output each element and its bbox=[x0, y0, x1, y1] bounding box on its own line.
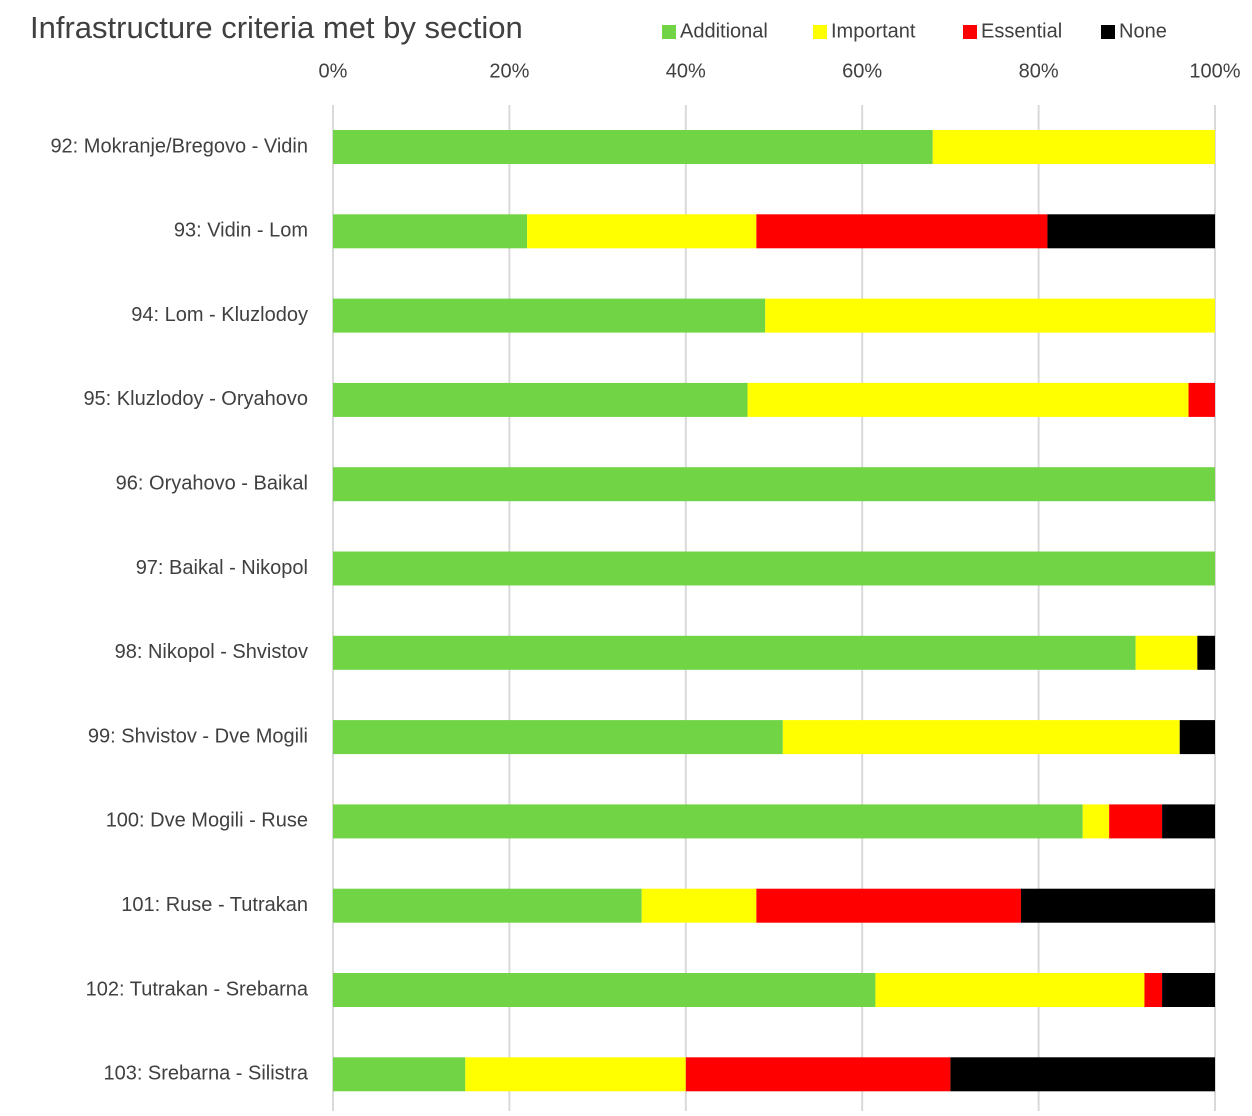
y-tick-label: 96: Oryahovo - Baikal bbox=[116, 472, 308, 494]
x-tick-label: 80% bbox=[1019, 60, 1059, 82]
y-tick-label: 103: Srebarna - Silistra bbox=[103, 1063, 308, 1085]
bar-segment bbox=[333, 130, 933, 164]
bar-segment bbox=[1047, 214, 1215, 249]
bar-segment bbox=[747, 382, 1189, 417]
bar-segment bbox=[756, 214, 1048, 249]
legend-swatch bbox=[813, 25, 827, 39]
bar-segment bbox=[333, 888, 642, 923]
bar-segment bbox=[1109, 804, 1163, 839]
bar-segment bbox=[465, 1057, 686, 1092]
bar-segment bbox=[756, 888, 1021, 923]
bar-segment bbox=[641, 888, 757, 923]
bar-segment bbox=[1188, 382, 1215, 417]
bar-segment bbox=[333, 720, 783, 755]
x-tick-label: 100% bbox=[1189, 60, 1240, 82]
bar-segment bbox=[685, 1057, 951, 1092]
bar-segment bbox=[527, 214, 757, 249]
x-tick-label: 0% bbox=[319, 60, 348, 82]
bar-segment bbox=[333, 1057, 466, 1092]
y-tick-label: 100: Dve Mogili - Ruse bbox=[106, 810, 308, 832]
x-tick-label: 20% bbox=[489, 60, 529, 82]
legend-label: Additional bbox=[680, 20, 768, 42]
bar-segment bbox=[333, 467, 1215, 502]
legend-label: None bbox=[1119, 20, 1167, 42]
chart-title: Infrastructure criteria met by section bbox=[30, 10, 523, 45]
bar-segment bbox=[333, 298, 766, 333]
y-tick-label: 99: Shvistov - Dve Mogili bbox=[88, 725, 308, 747]
bar-segment bbox=[932, 130, 1215, 164]
bar-segment bbox=[1020, 888, 1215, 923]
bar-segment bbox=[333, 635, 1136, 670]
bar-segment bbox=[1162, 973, 1215, 1007]
legend-swatch bbox=[1101, 25, 1115, 39]
y-tick-label: 92: Mokranje/Bregovo - Vidin bbox=[50, 135, 308, 157]
y-tick-label: 101: Ruse - Tutrakan bbox=[121, 894, 308, 916]
bar-segment bbox=[1197, 635, 1215, 670]
x-tick-label: 60% bbox=[842, 60, 882, 82]
legend-label: Important bbox=[831, 20, 916, 42]
bar-segment bbox=[1144, 973, 1163, 1007]
legend-swatch bbox=[662, 25, 676, 39]
bar-segment bbox=[1162, 804, 1215, 839]
bar-segment bbox=[765, 298, 1215, 333]
bar-segment bbox=[333, 382, 748, 417]
x-tick-label: 40% bbox=[666, 60, 706, 82]
y-tick-label: 98: Nikopol - Shvistov bbox=[115, 641, 308, 663]
bar-segment bbox=[875, 973, 1145, 1007]
bar-segment bbox=[782, 720, 1180, 755]
y-tick-label: 94: Lom - Kluzlodoy bbox=[131, 304, 308, 326]
y-tick-label: 95: Kluzlodoy - Oryahovo bbox=[83, 388, 308, 410]
bar-segment bbox=[950, 1057, 1215, 1092]
bar-segment bbox=[1082, 804, 1110, 839]
bar-segment bbox=[333, 551, 1215, 586]
bar-segment bbox=[333, 804, 1083, 839]
bar-segment bbox=[1179, 720, 1215, 755]
legend-swatch bbox=[963, 25, 977, 39]
y-tick-label: 97: Baikal - Nikopol bbox=[136, 557, 308, 579]
bar-segment bbox=[333, 973, 876, 1007]
bar-segment bbox=[1135, 635, 1198, 670]
legend-label: Essential bbox=[981, 20, 1062, 42]
y-tick-label: 102: Tutrakan - Srebarna bbox=[86, 978, 309, 1000]
y-tick-label: 93: Vidin - Lom bbox=[174, 220, 308, 242]
bar-segment bbox=[333, 214, 528, 249]
